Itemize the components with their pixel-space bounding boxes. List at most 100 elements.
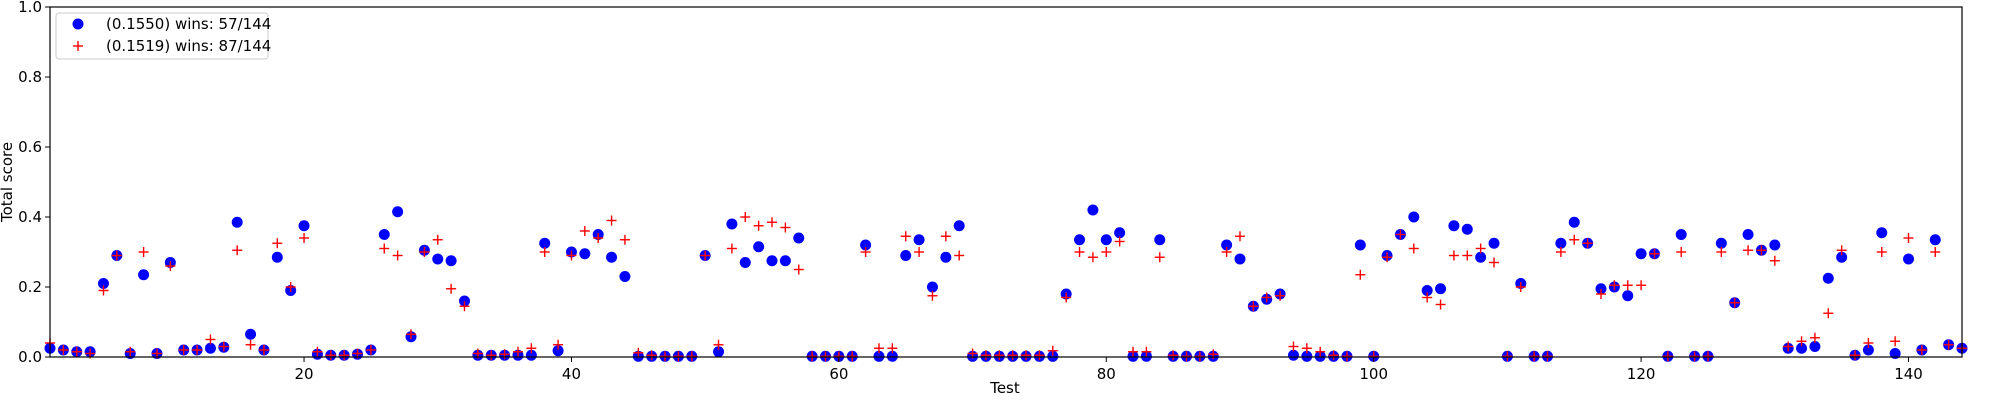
point-series-b bbox=[1355, 269, 1366, 280]
point-series-b bbox=[339, 350, 350, 361]
point-series-b bbox=[1823, 308, 1834, 319]
point-series-b bbox=[1809, 332, 1820, 343]
point-series-a bbox=[271, 251, 283, 263]
point-series-b bbox=[1074, 247, 1085, 257]
point-series-a bbox=[1862, 344, 1874, 356]
point-series-b bbox=[178, 345, 189, 355]
point-series-a bbox=[926, 281, 938, 293]
point-series-a bbox=[432, 253, 444, 265]
y-tick-label: 0.8 bbox=[18, 68, 42, 86]
point-series-a bbox=[739, 257, 751, 268]
point-series-b bbox=[1783, 341, 1794, 352]
point-series-a bbox=[726, 218, 738, 230]
point-series-b bbox=[1141, 346, 1152, 357]
point-series-b bbox=[1502, 351, 1513, 362]
point-series-b bbox=[1836, 245, 1847, 256]
point-series-a bbox=[392, 206, 404, 218]
point-series-b bbox=[1128, 346, 1139, 357]
point-series-a bbox=[1622, 290, 1634, 302]
point-series-a bbox=[1488, 237, 1500, 249]
point-series-b bbox=[1916, 345, 1927, 355]
point-series-b bbox=[646, 350, 657, 361]
y-axis-label: Total score bbox=[0, 142, 16, 223]
point-series-a bbox=[940, 251, 952, 263]
point-series-b bbox=[432, 234, 443, 245]
point-series-b bbox=[606, 215, 617, 226]
point-series-a bbox=[1903, 253, 1915, 265]
point-series-a bbox=[1221, 239, 1233, 251]
point-series-b bbox=[1863, 338, 1874, 348]
point-series-b bbox=[900, 231, 911, 242]
point-series-b bbox=[1061, 292, 1072, 303]
point-series-a bbox=[606, 251, 618, 263]
point-series-b bbox=[1435, 299, 1446, 310]
point-series-b bbox=[526, 343, 537, 354]
point-series-b bbox=[1636, 280, 1647, 291]
point-series-b bbox=[419, 247, 430, 257]
point-series-b bbox=[1114, 236, 1125, 247]
point-series-a bbox=[1435, 283, 1447, 295]
point-series-b bbox=[111, 250, 122, 261]
point-series-a bbox=[245, 328, 257, 340]
point-series-b bbox=[566, 250, 577, 261]
x-axis-ticks: 20 40 60 80 100 120 140 bbox=[294, 357, 1923, 383]
point-series-b bbox=[1448, 250, 1459, 261]
x-tick-label: 140 bbox=[1894, 365, 1923, 383]
point-series-a bbox=[1114, 227, 1126, 239]
point-series-a bbox=[1408, 211, 1420, 223]
point-series-a bbox=[1809, 341, 1821, 352]
point-series-a bbox=[1087, 204, 1099, 216]
point-series-b bbox=[1221, 247, 1232, 257]
point-series-b bbox=[192, 345, 203, 355]
point-series-b bbox=[1756, 245, 1767, 256]
point-series-b bbox=[258, 345, 269, 355]
point-series-b bbox=[1716, 247, 1727, 257]
point-series-b bbox=[1154, 252, 1165, 263]
point-series-b bbox=[1328, 350, 1339, 361]
point-series-b bbox=[98, 285, 109, 296]
point-series-b bbox=[1301, 343, 1312, 354]
point-series-b bbox=[1729, 297, 1740, 308]
point-series-b bbox=[713, 339, 724, 350]
point-series-b bbox=[1047, 345, 1058, 356]
point-series-a bbox=[713, 346, 725, 358]
point-series-b bbox=[793, 264, 804, 275]
point-series-b bbox=[633, 347, 644, 358]
point-series-a bbox=[445, 255, 457, 267]
point-series-b bbox=[165, 261, 176, 271]
point-series-a bbox=[1796, 342, 1808, 354]
point-series-b bbox=[1769, 255, 1780, 266]
point-series-b bbox=[272, 238, 283, 249]
point-series-b bbox=[1676, 247, 1687, 257]
point-series-b bbox=[1462, 250, 1473, 261]
point-series-b bbox=[1609, 280, 1620, 291]
point-series-b bbox=[1168, 350, 1179, 361]
point-series-b bbox=[940, 231, 951, 242]
point-series-a bbox=[886, 350, 898, 362]
y-tick-label: 0.0 bbox=[18, 348, 42, 366]
point-series-b bbox=[1341, 351, 1352, 362]
point-series-b bbox=[446, 283, 457, 294]
point-series-b bbox=[1515, 282, 1526, 292]
point-series-a bbox=[1100, 234, 1112, 246]
point-series-a bbox=[1448, 220, 1460, 232]
point-series-b bbox=[379, 243, 390, 254]
point-series-b bbox=[1622, 280, 1633, 291]
point-series-a bbox=[378, 229, 390, 240]
point-series-a bbox=[753, 241, 765, 253]
point-series-a bbox=[1154, 234, 1166, 246]
point-series-b bbox=[1382, 252, 1393, 263]
x-tick-label: 20 bbox=[294, 365, 313, 383]
point-series-b bbox=[1475, 243, 1486, 254]
point-series-b bbox=[1555, 247, 1566, 257]
point-series-b bbox=[486, 350, 497, 361]
point-series-a bbox=[138, 269, 150, 281]
point-series-b bbox=[753, 220, 764, 231]
point-series-a bbox=[1822, 272, 1834, 284]
point-series-b bbox=[1649, 248, 1660, 259]
point-series-b bbox=[459, 301, 470, 312]
point-series-b bbox=[125, 346, 136, 357]
point-series-a bbox=[1595, 283, 1607, 295]
